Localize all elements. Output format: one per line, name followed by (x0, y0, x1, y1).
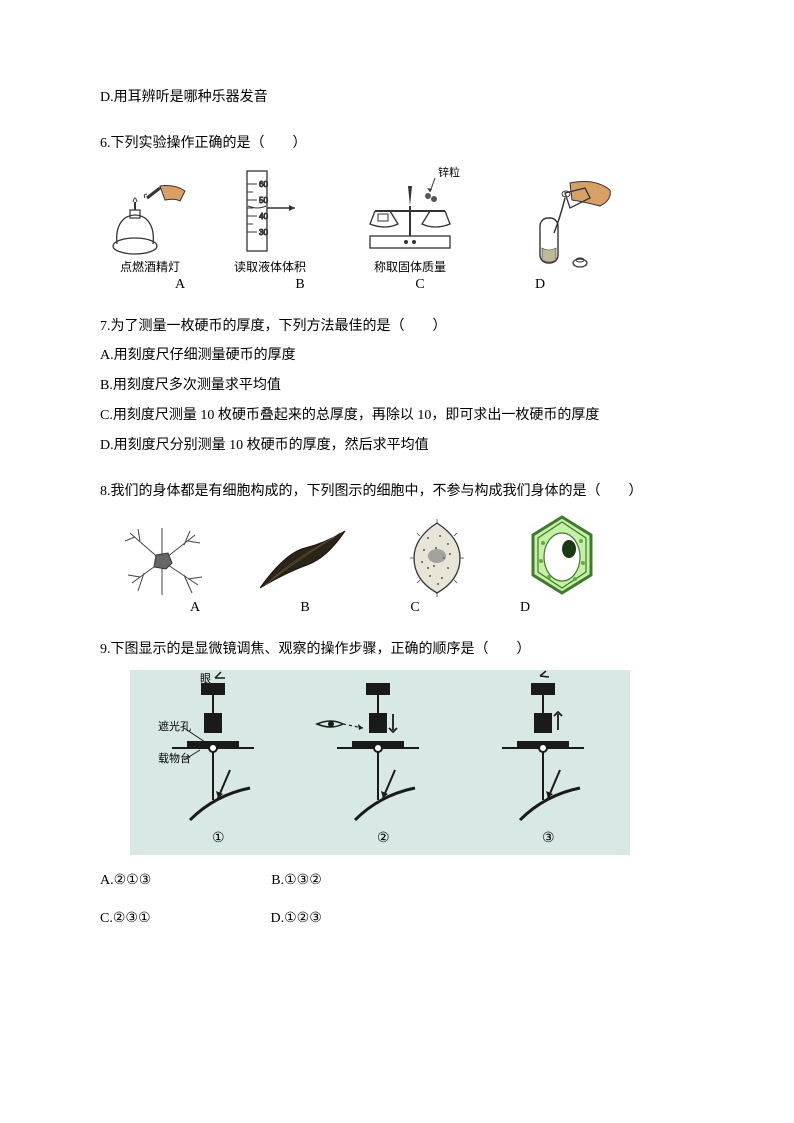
svg-text:60: 60 (259, 180, 268, 189)
plant-cell-icon (525, 513, 600, 598)
svg-text:载物台: 载物台 (158, 751, 191, 765)
q6-label-d: D (480, 277, 600, 293)
svg-text:遮光孔: 遮光孔 (158, 719, 191, 733)
q6-opt-d (510, 178, 620, 275)
q7-stem: 7.为了测量一枚硬币的厚度，下列方法最佳的是（ ） (100, 315, 694, 339)
q6-label-c: C (360, 277, 480, 293)
svg-text:③: ③ (542, 831, 555, 846)
pouring-liquid-icon (510, 178, 620, 273)
svg-text:30: 30 (259, 228, 268, 237)
q6-opt-c: 锌粒 称取固体质量 (340, 166, 480, 275)
q9-option-b: B.①③② (271, 869, 322, 893)
microscope-steps-icon: 眼 遮光孔 载物台 ① (130, 670, 630, 855)
q6-opt-a: 点燃酒精灯 (100, 176, 200, 275)
q6-caption-c: 称取固体质量 (374, 258, 446, 275)
q8-label-c: C (360, 600, 470, 616)
q9-option-d: D.①②③ (271, 907, 322, 931)
q7-option-a: A.用刻度尺仔细测量硬币的厚度 (100, 344, 694, 368)
muscle-cell-icon (255, 523, 350, 598)
q9-option-c: C.②③① (100, 907, 151, 931)
svg-text:②: ② (377, 831, 390, 846)
balance-scale-icon: 锌粒 (340, 166, 480, 256)
neuron-cell-icon (120, 523, 205, 598)
svg-text:①: ① (212, 831, 225, 846)
svg-text:50: 50 (259, 196, 268, 205)
alcohol-lamp-icon (105, 176, 195, 256)
paramecium-icon (400, 518, 475, 598)
q8-opt-d (525, 513, 600, 598)
q9-figure-panel: 眼 遮光孔 载物台 ① (130, 670, 694, 855)
svg-text:40: 40 (259, 212, 268, 221)
q6-caption-a: 点燃酒精灯 (120, 258, 180, 275)
q8-stem: 8.我们的身体都是有细胞构成的，下列图示的细胞中，不参与构成我们身体的是（ ） (100, 480, 694, 504)
svg-text:锌粒: 锌粒 (438, 166, 460, 179)
q6-caption-b: 读取液体体积 (234, 258, 306, 275)
graduated-cylinder-icon: 60 50 40 30 (235, 166, 305, 256)
q8-label-d: D (470, 600, 580, 616)
q7-option-b: B.用刻度尺多次测量求平均值 (100, 374, 694, 398)
q6-figure-row: 点燃酒精灯 60 50 40 30 读取液体体积 锌粒 (100, 166, 694, 275)
q7-option-d: D.用刻度尺分别测量 10 枚硬币的厚度，然后求平均值 (100, 434, 694, 458)
q8-label-a: A (140, 600, 250, 616)
q8-opt-b (255, 523, 350, 598)
q5-option-d: D.用耳辨听是哪种乐器发音 (100, 86, 694, 110)
q6-stem: 6.下列实验操作正确的是（ ） (100, 132, 694, 156)
q9-stem: 9.下图显示的是显微镜调焦、观察的操作步骤，正确的顺序是（ ） (100, 638, 694, 662)
q7-option-c: C.用刻度尺测量 10 枚硬币叠起来的总厚度，再除以 10，即可求出一枚硬币的厚… (100, 404, 694, 428)
q6-label-b: B (240, 277, 360, 293)
q6-label-a: A (120, 277, 240, 293)
q9-option-a: A.②①③ (100, 869, 151, 893)
q8-figure-row (120, 513, 694, 598)
q8-label-b: B (250, 600, 360, 616)
q8-opt-c (400, 518, 475, 598)
q8-opt-a (120, 523, 205, 598)
q6-opt-b: 60 50 40 30 读取液体体积 (230, 166, 310, 275)
